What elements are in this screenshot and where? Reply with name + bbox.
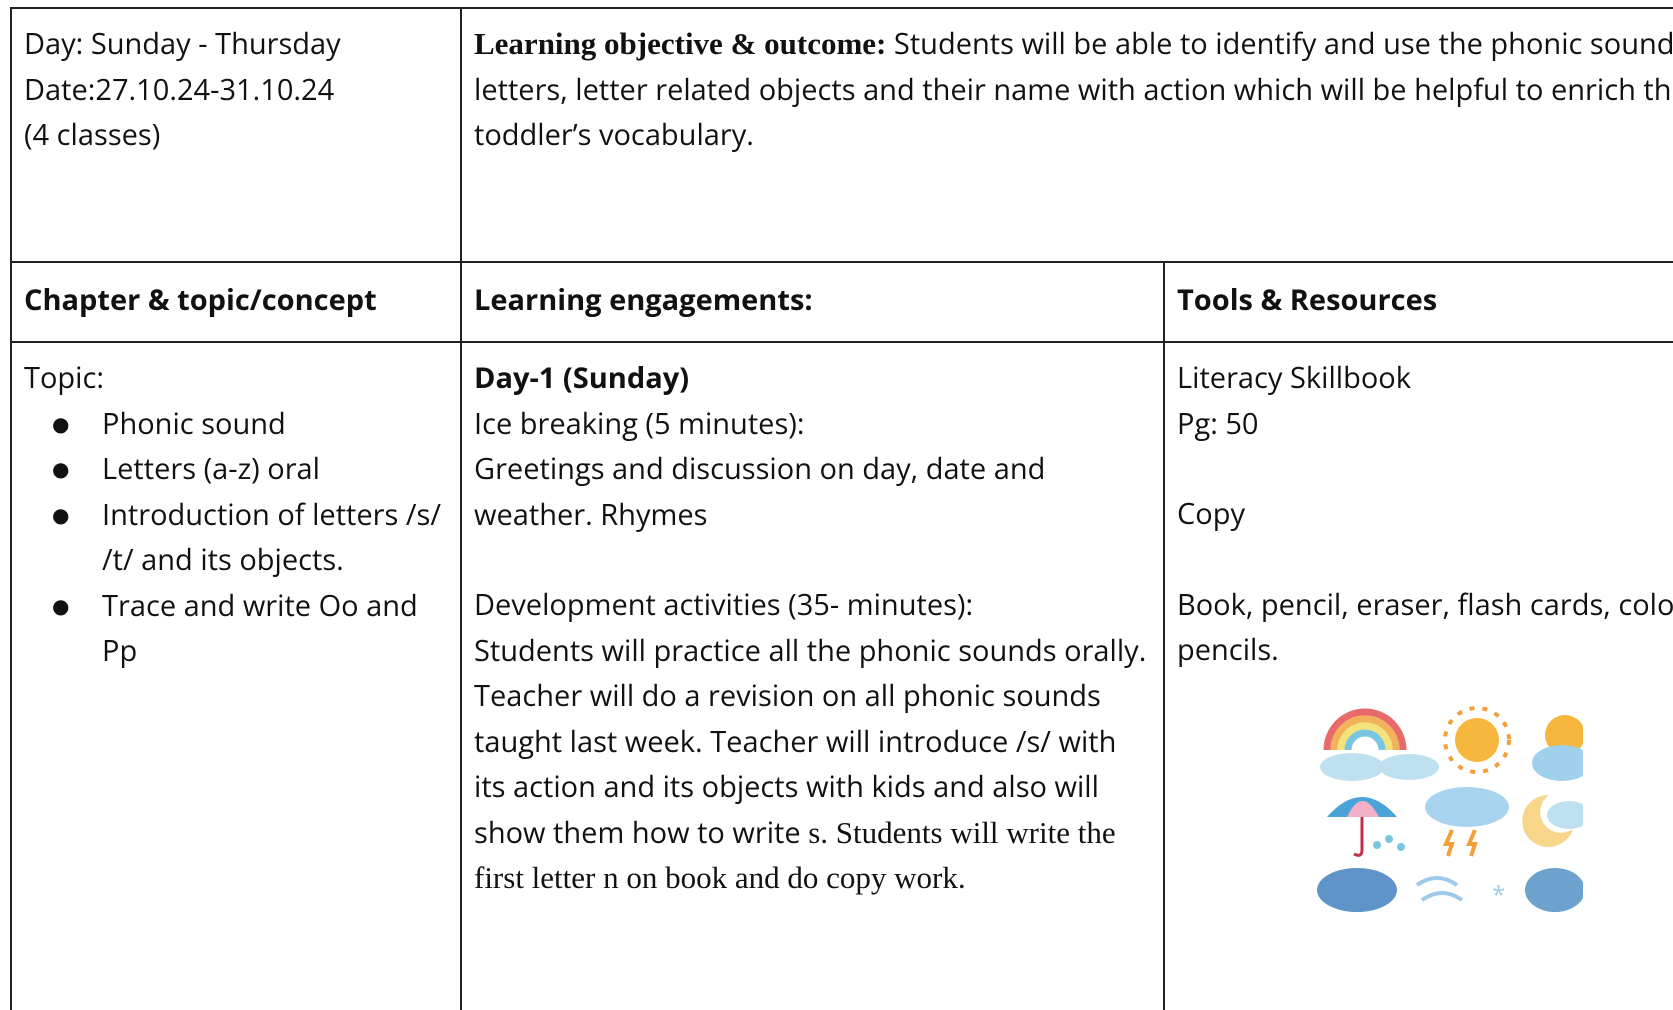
lesson-plan-table: Day: Sunday - Thursday Date:27.10.24-31.… [10, 7, 1673, 1010]
greetings: Greetings and discussion on day, date an… [474, 449, 1046, 534]
development-text-sans: Students will practice all the phonic so… [474, 630, 1147, 852]
objective-cell: Learning objective & outcome: Students w… [459, 7, 1673, 263]
day-cell: Day: Sunday - Thursday Date:27.10.24-31.… [10, 7, 462, 263]
topic-list: Phonic soundLetters (a-z) oralIntroducti… [24, 401, 448, 674]
tool-book: Literacy Skillbook [1177, 358, 1411, 397]
classes: (4 classes) [24, 115, 161, 154]
tools-cell: Literacy Skillbook Pg: 50 Copy Book, pen… [1162, 341, 1673, 1010]
development-text: Students will practice all the phonic so… [474, 628, 1151, 901]
rainbow [1323, 708, 1407, 750]
svg-text:*: * [1492, 878, 1505, 911]
ice-breaking: Ice breaking (5 minutes): [474, 403, 805, 443]
info-row: Day: Sunday - Thursday Date:27.10.24-31.… [10, 7, 1673, 263]
column-header: Learning engagements: [460, 261, 1165, 343]
content-row: Topic: Phonic soundLetters (a-z) oralInt… [10, 341, 1673, 1010]
day-heading: Day-1 (Sunday) [474, 358, 690, 397]
topic-item: Trace and write Oo and Pp [52, 583, 448, 674]
topic-label: Topic: [24, 358, 104, 397]
column-header: Chapter & topic/concept [10, 261, 462, 343]
tool-copy: Copy [1177, 494, 1245, 533]
date: Date:27.10.24-31.10.24 [24, 69, 335, 109]
development-text-serif: s. Students will write the first letter … [474, 814, 1116, 896]
column-header: Tools & Resources [1162, 261, 1673, 343]
weather-icons: * [1317, 705, 1583, 912]
header-row: Chapter & topic/concept Learning engagem… [10, 261, 1673, 343]
day: Day: Sunday - Thursday [24, 24, 341, 63]
engagement-cell: Day-1 (Sunday) Ice breaking (5 minutes):… [460, 341, 1165, 1010]
topic-item: Introduction of letters /s/ /t/ and its … [52, 492, 448, 583]
topic-cell: Topic: Phonic soundLetters (a-z) oralInt… [10, 341, 462, 1010]
topic-item: Phonic sound [52, 401, 448, 447]
development-title: Development activities (35- minutes): [474, 585, 974, 624]
objective-text: Students will be able to identify and us… [474, 24, 1673, 154]
tool-materials: Book, pencil, eraser, flash cards, colou… [1177, 584, 1673, 670]
tool-page: Pg: 50 [1177, 403, 1259, 443]
objective-label: Learning objective & outcome: [474, 26, 887, 61]
topic-item: Letters (a-z) oral [52, 446, 448, 492]
